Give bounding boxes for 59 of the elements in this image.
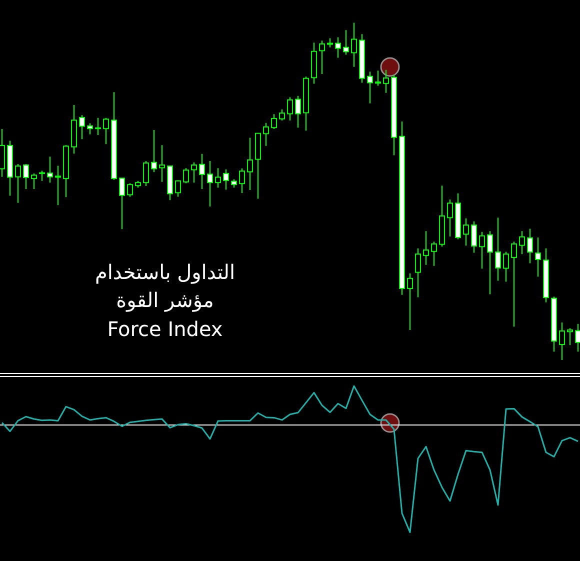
- candlestick: [511, 241, 517, 328]
- candlestick: [55, 165, 61, 206]
- candlestick: [415, 248, 421, 298]
- candlestick: [31, 172, 37, 190]
- candlestick: [575, 323, 580, 352]
- annotation: التداول باستخدام: [94, 260, 236, 284]
- candlestick: [119, 177, 125, 230]
- candlestick: [95, 117, 101, 136]
- candlestick: [383, 69, 389, 94]
- candlestick: [479, 231, 485, 270]
- candlestick: [39, 170, 45, 182]
- candlestick: [495, 217, 501, 282]
- candlestick: [327, 38, 333, 48]
- candlestick: [471, 220, 477, 254]
- candlestick: [503, 251, 509, 282]
- candlestick: [23, 164, 29, 190]
- candlestick: [431, 241, 437, 266]
- candlestick: [103, 117, 109, 145]
- candlestick: [191, 162, 197, 184]
- candlestick: [487, 230, 493, 295]
- candlestick: [335, 36, 341, 58]
- candlestick: [279, 108, 285, 122]
- candlestick: [375, 70, 381, 86]
- candlestick: [215, 168, 221, 188]
- candlestick: [151, 129, 157, 173]
- candlestick: [15, 164, 21, 204]
- candlestick: [423, 230, 429, 266]
- candlestick: [559, 322, 565, 360]
- candlestick: [447, 198, 453, 238]
- candlestick: [287, 96, 293, 122]
- candlestick: [263, 122, 269, 146]
- candlestick: [207, 160, 213, 208]
- candlestick: [183, 168, 189, 184]
- candlestick: [175, 180, 181, 198]
- candlestick: [351, 22, 357, 68]
- candlestick: [199, 153, 205, 190]
- candlestick: [519, 230, 525, 255]
- candlestick: [87, 122, 93, 135]
- candlestick: [79, 114, 85, 140]
- candlestick: [407, 272, 413, 330]
- candlestick: [47, 156, 53, 184]
- candlestick: [343, 30, 349, 56]
- candlestick: [143, 160, 149, 186]
- candlestick: [239, 168, 245, 194]
- candlestick: [535, 237, 541, 278]
- candlestick: [271, 114, 277, 130]
- candlestick: [159, 144, 165, 182]
- annotation: Force Index: [107, 317, 223, 341]
- candlestick: [247, 137, 253, 190]
- candlestick: [567, 328, 573, 346]
- candlestick: [319, 40, 325, 74]
- candlestick: [0, 128, 5, 178]
- candlestick: [367, 71, 373, 104]
- candlestick: [295, 95, 301, 128]
- annotation: مؤشر القوة: [116, 288, 214, 312]
- candlestick: [463, 218, 469, 246]
- candlestick: [223, 168, 229, 190]
- candlestick: [127, 182, 133, 198]
- candlestick: [527, 228, 533, 264]
